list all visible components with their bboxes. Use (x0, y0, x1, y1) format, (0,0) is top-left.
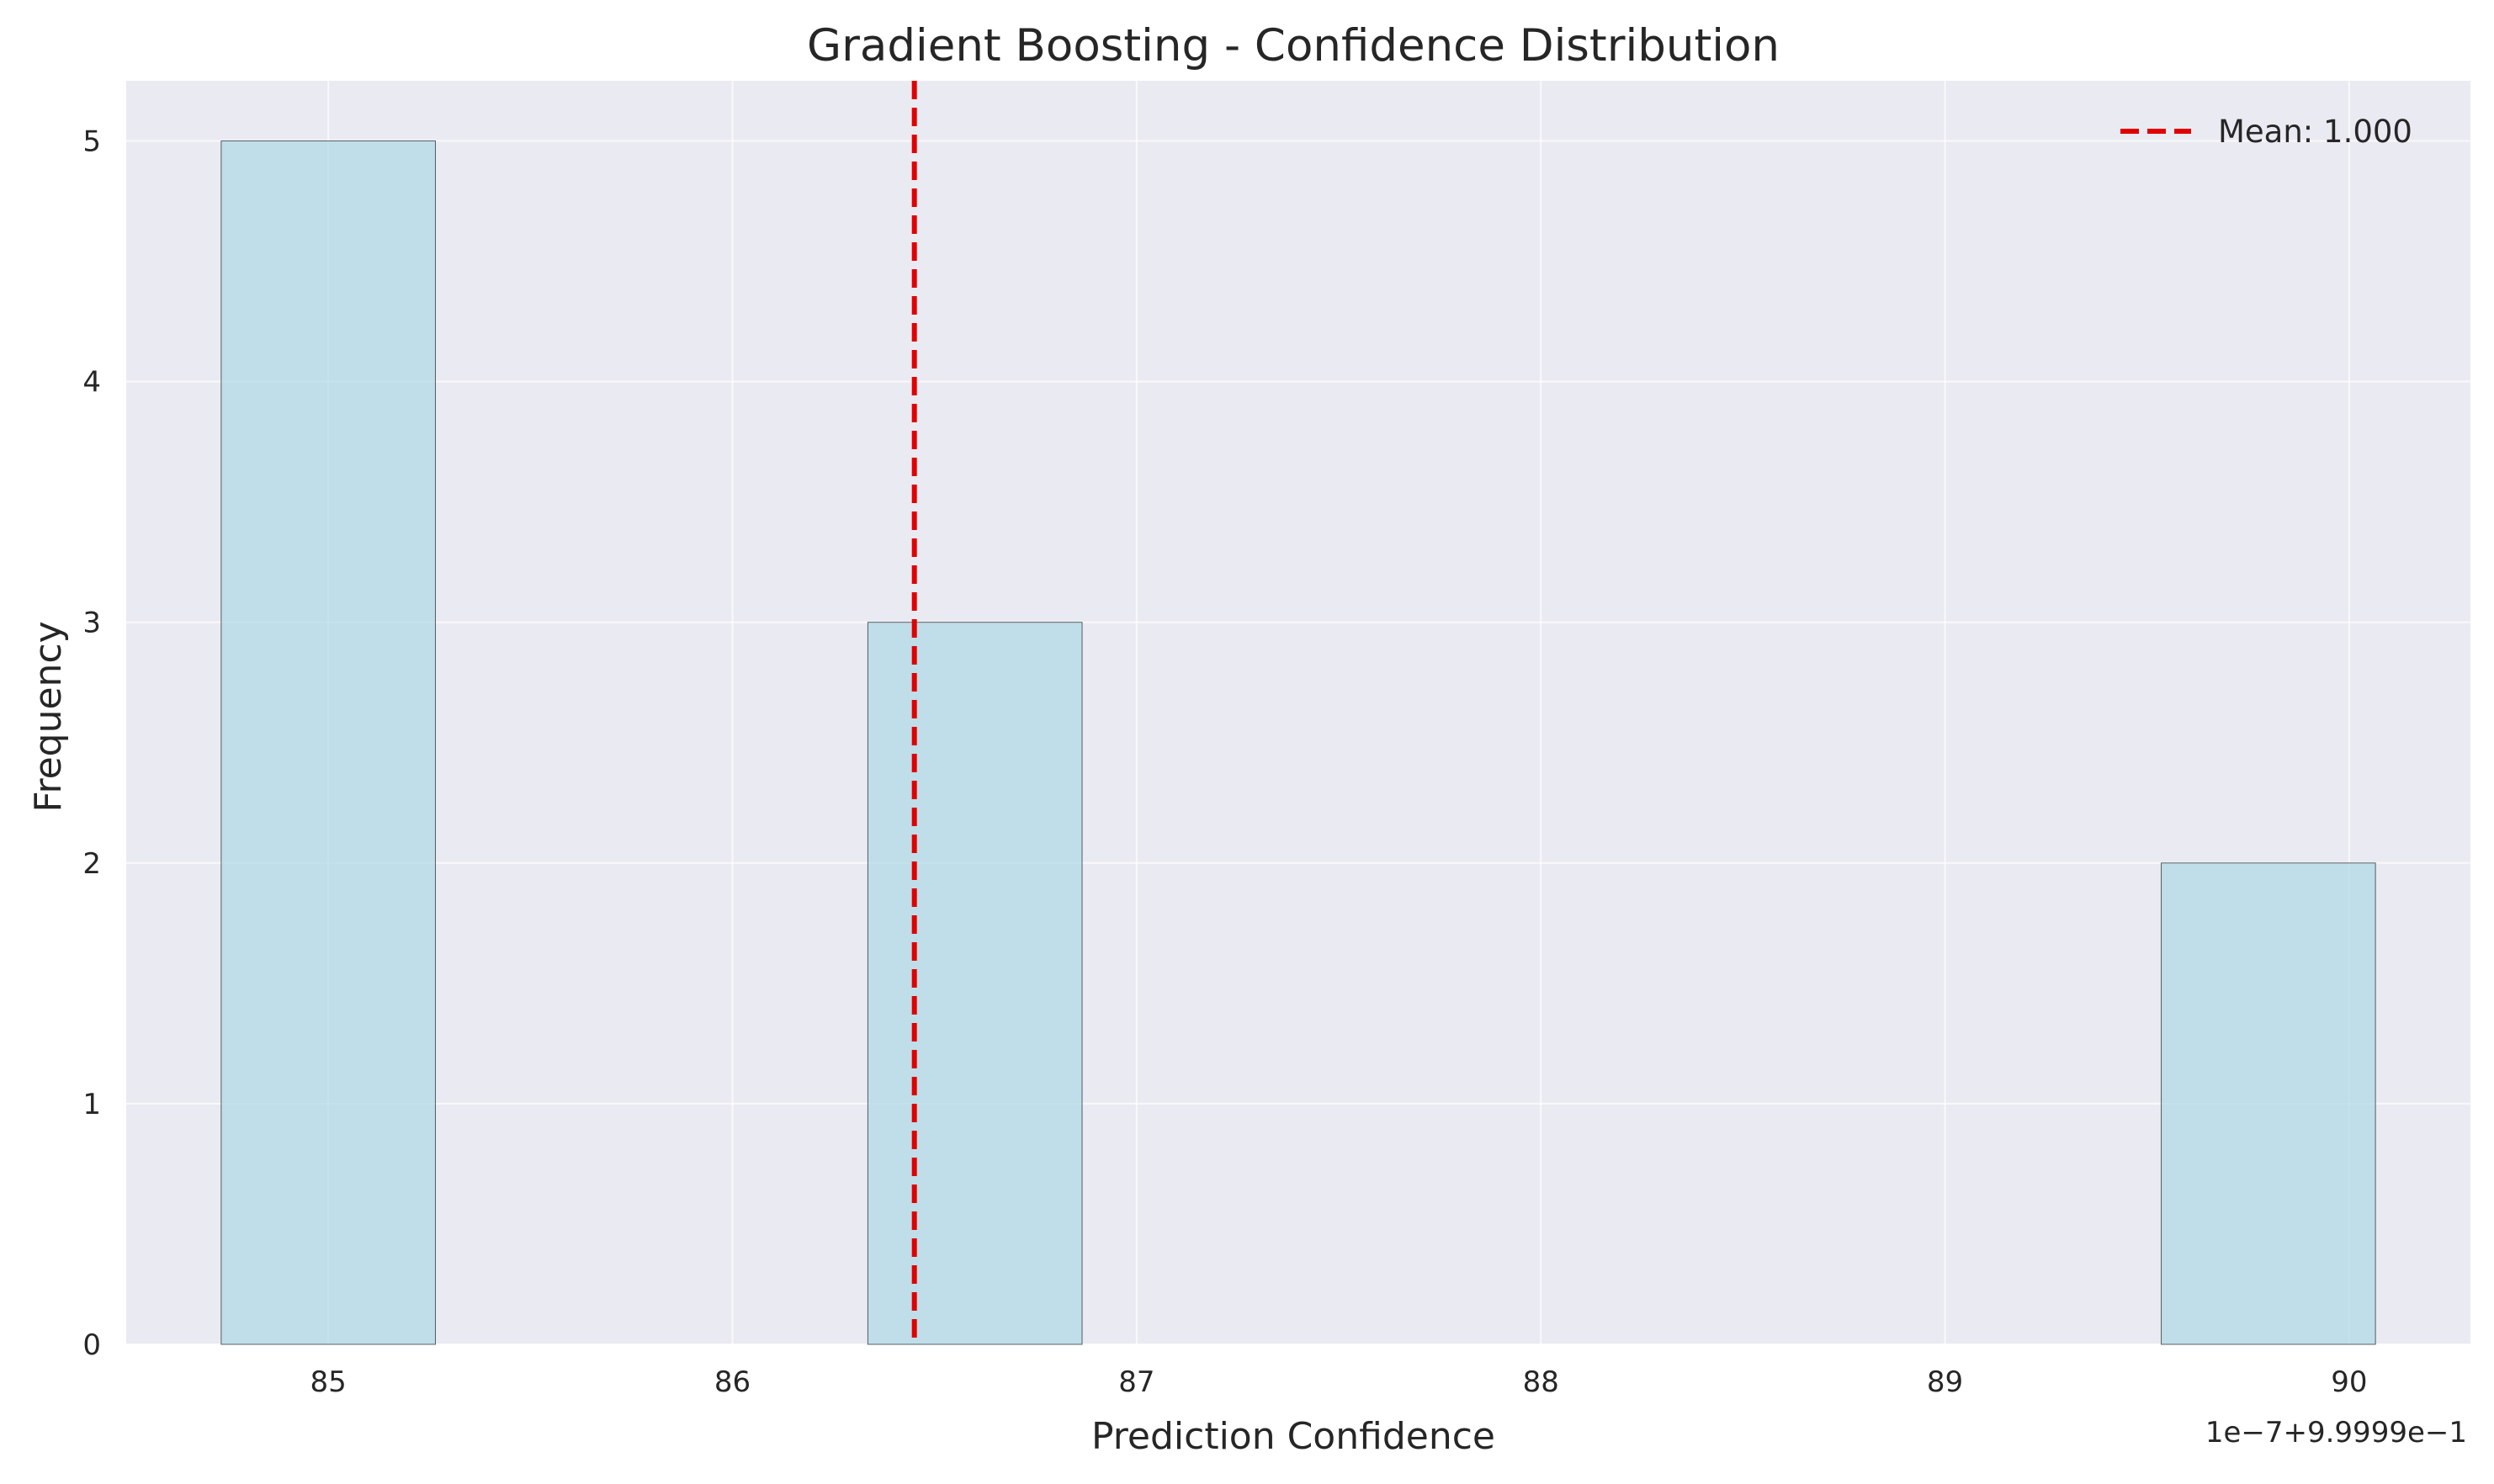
chart-title: Gradient Boosting - Confidence Distribut… (807, 20, 1780, 72)
x-tick-label: 87 (1118, 1365, 1154, 1399)
x-tick-label: 90 (2331, 1365, 2367, 1399)
x-tick-label: 85 (310, 1365, 347, 1399)
y-tick-label: 1 (82, 1088, 101, 1121)
y-tick-label: 0 (82, 1328, 101, 1362)
grid-lines (126, 81, 2470, 1345)
x-tick-label: 89 (1927, 1365, 1963, 1399)
histogram-bar (2161, 862, 2376, 1345)
y-axis-ticks: 0 1 2 3 4 5 (82, 125, 101, 1362)
x-axis-offset-text: 1e−7+9.9999e−1 (2205, 1416, 2467, 1450)
histogram-bar (220, 140, 436, 1345)
x-tick-label: 86 (714, 1365, 751, 1399)
y-tick-label: 4 (82, 366, 101, 400)
histogram-bars (220, 140, 2376, 1345)
y-tick-label: 2 (82, 847, 101, 881)
histogram-bar (867, 622, 1083, 1345)
x-axis-ticks: 85 86 87 88 89 90 (310, 1365, 2368, 1399)
x-tick-label: 88 (1523, 1365, 1559, 1399)
x-axis-label: Prediction Confidence (1091, 1415, 1495, 1458)
y-tick-label: 3 (82, 607, 101, 640)
plot-area (126, 81, 2470, 1344)
y-tick-label: 5 (82, 125, 101, 159)
legend-mean-label: Mean: 1.000 (2218, 114, 2412, 150)
y-axis-label: Frequency (27, 621, 70, 812)
legend: Mean: 1.000 (2120, 114, 2412, 150)
